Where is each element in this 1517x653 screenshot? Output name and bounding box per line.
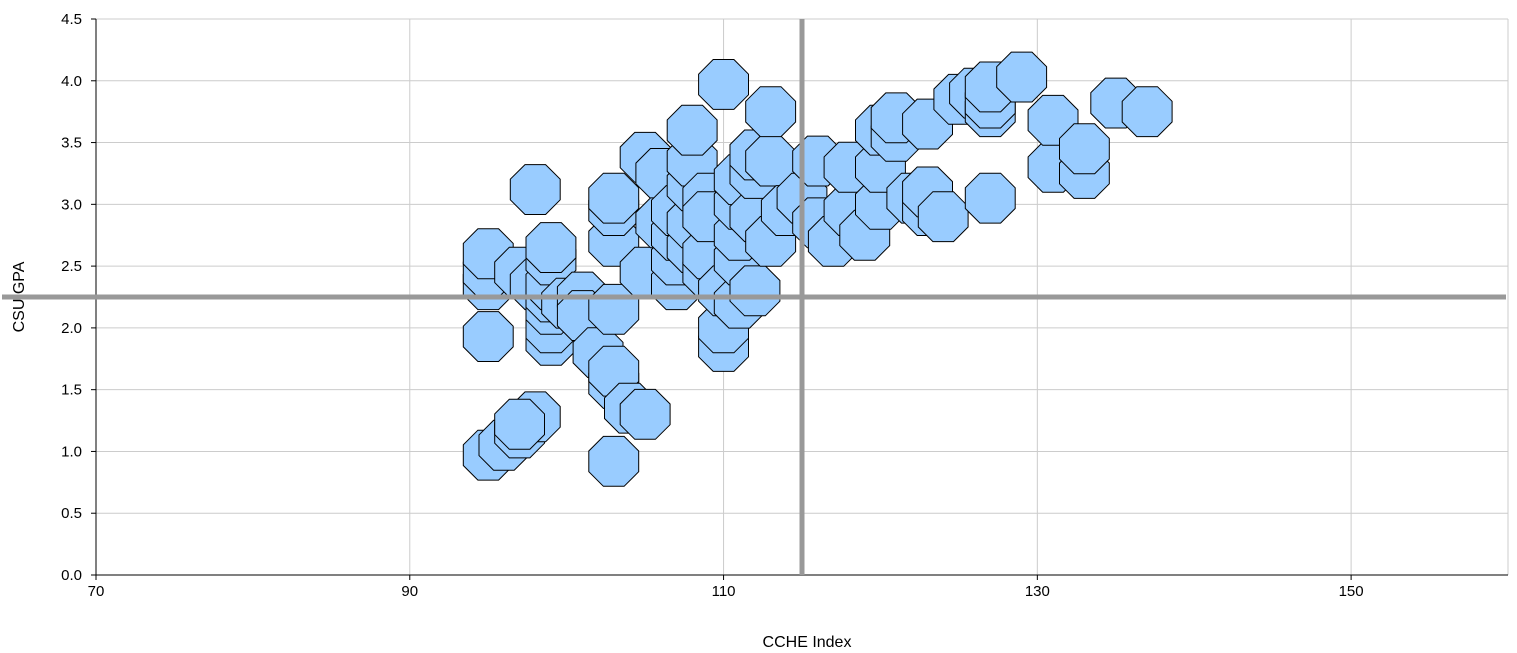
scatter-point — [698, 59, 749, 110]
data-points — [462, 51, 1173, 487]
x-tick-labels: 70 90 110 130 150 — [88, 583, 1364, 600]
y-tick-label: 3.0 — [61, 196, 82, 213]
scatter-point — [525, 222, 577, 273]
scatter-point — [964, 172, 1016, 224]
scatter-point — [619, 388, 671, 440]
y-tick-labels: 0.0 0.5 1.0 1.5 2.0 2.5 3.0 3.5 4.0 4.5 — [61, 11, 82, 584]
scatter-point — [1059, 123, 1110, 175]
y-tick-label: 4.5 — [61, 11, 82, 28]
scatter-point — [996, 51, 1048, 103]
y-tick-label: 4.0 — [61, 73, 82, 90]
y-tick-label: 3.5 — [61, 135, 82, 152]
scatter-point — [729, 265, 781, 317]
y-tick-label: 2.5 — [61, 258, 82, 275]
scatter-point — [509, 164, 561, 215]
y-tick-label: 1.0 — [61, 443, 82, 460]
scatter-point — [745, 135, 797, 187]
y-tick-label: 2.0 — [61, 320, 82, 337]
x-tick-label: 90 — [401, 583, 418, 600]
y-tick-label: 1.5 — [61, 382, 82, 399]
scatter-point — [666, 104, 718, 156]
scatter-point — [917, 191, 969, 243]
scatter-point — [1121, 86, 1173, 138]
reference-lines — [2, 19, 1506, 575]
y-axis-title: CSU GPA — [11, 261, 28, 332]
scatter-point — [494, 398, 545, 450]
y-tick-label: 0.5 — [61, 505, 82, 522]
x-tick-label: 70 — [88, 583, 105, 600]
scatter-point — [462, 311, 514, 362]
x-tick-label: 130 — [1025, 583, 1050, 600]
x-tick-label: 110 — [712, 583, 736, 600]
y-tick-label: 0.0 — [61, 567, 82, 584]
scatter-point — [745, 86, 797, 138]
scatter-point — [588, 435, 640, 487]
x-tick-label: 150 — [1339, 583, 1364, 600]
x-axis-title: CCHE Index — [763, 634, 852, 651]
scatter-point — [588, 172, 640, 224]
